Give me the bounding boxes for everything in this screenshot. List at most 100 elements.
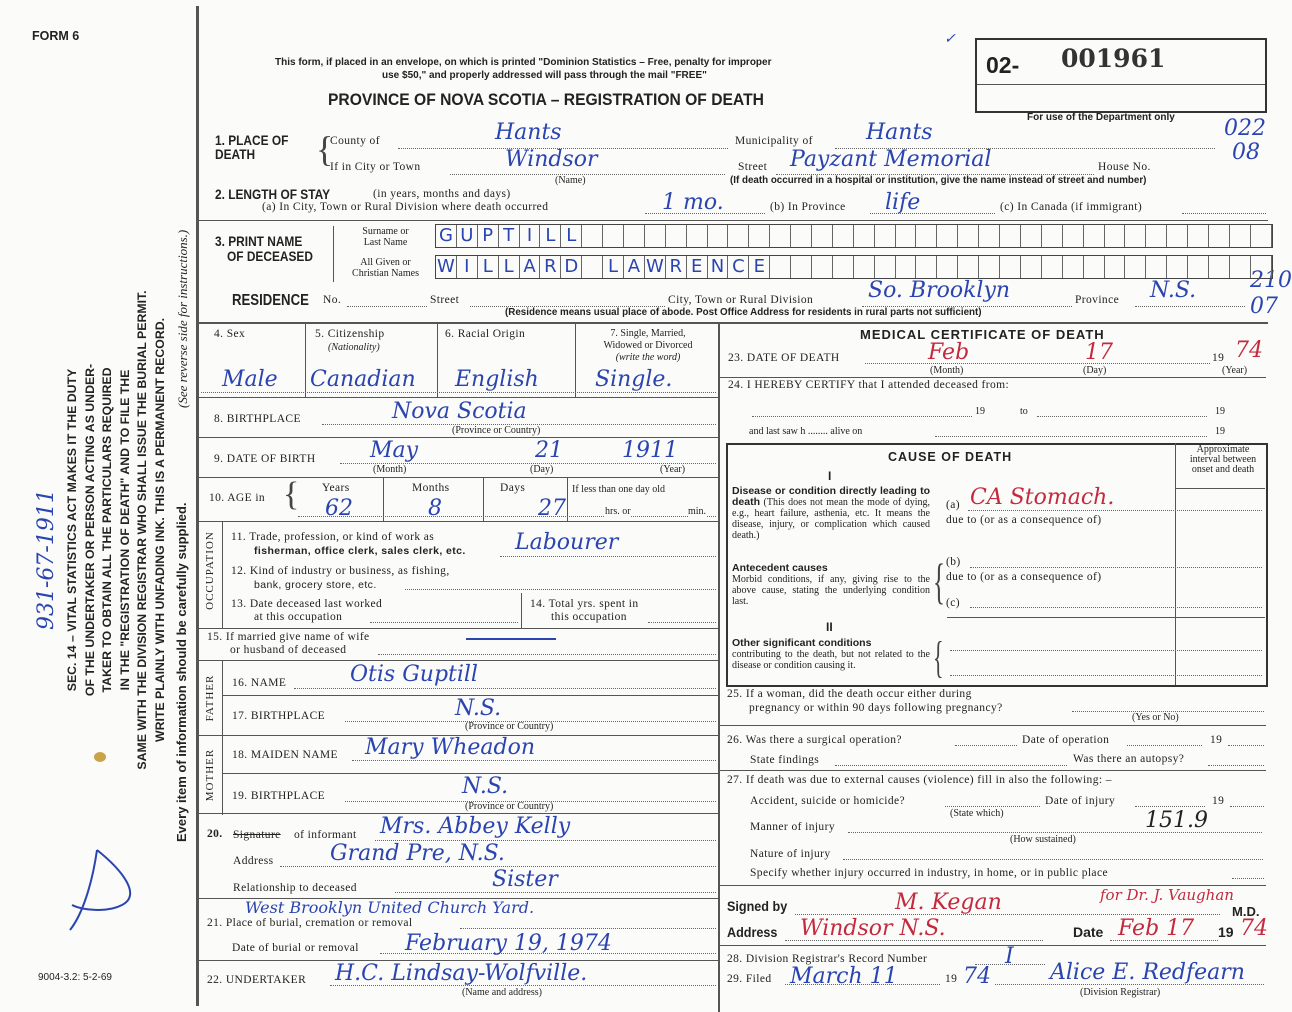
name-letter-cell[interactable] bbox=[958, 256, 980, 278]
name-letter-cell[interactable] bbox=[854, 225, 875, 247]
name-letter-cell[interactable] bbox=[1105, 256, 1126, 278]
name-letter-cell[interactable] bbox=[875, 225, 896, 247]
name-letter-cell[interactable] bbox=[749, 225, 771, 247]
name-letter-cell[interactable]: L bbox=[603, 256, 625, 278]
name-letter-cell[interactable]: G bbox=[436, 225, 457, 247]
name-letter-cell[interactable] bbox=[958, 225, 980, 247]
name-letter-cell[interactable]: R bbox=[540, 256, 562, 278]
name-letter-cell[interactable] bbox=[728, 225, 750, 247]
name-letter-cell[interactable]: W bbox=[436, 256, 457, 278]
name-letter-cell[interactable]: E bbox=[749, 256, 771, 278]
name-letter-cell[interactable] bbox=[812, 256, 833, 278]
name-letter-cell[interactable] bbox=[896, 256, 917, 278]
years-spent-sub: this occupation bbox=[551, 611, 627, 623]
name-letter-cell[interactable] bbox=[1105, 225, 1126, 247]
state-which-note: (State which) bbox=[950, 808, 1004, 819]
name-letter-cell[interactable] bbox=[1209, 256, 1230, 278]
residence-province-value: N.S. bbox=[1150, 278, 1197, 303]
name-letter-cell[interactable] bbox=[833, 225, 854, 247]
sign-date-value: Feb 17 bbox=[1118, 916, 1195, 941]
name-letter-cell[interactable] bbox=[875, 256, 896, 278]
name-letter-cell[interactable]: U bbox=[457, 225, 478, 247]
name-letter-cell[interactable] bbox=[979, 256, 1001, 278]
dob-day: 21 bbox=[535, 438, 563, 463]
name-letter-cell[interactable]: A bbox=[624, 256, 645, 278]
name-letter-cell[interactable] bbox=[1167, 225, 1189, 247]
residence-no-label: No. bbox=[323, 294, 342, 306]
name-letter-cell[interactable] bbox=[1251, 256, 1272, 278]
name-letter-cell[interactable] bbox=[791, 225, 813, 247]
name-letter-cell[interactable] bbox=[791, 256, 813, 278]
name-letter-cell[interactable]: I bbox=[520, 225, 541, 247]
name-letter-cell[interactable] bbox=[833, 256, 854, 278]
marital-value: Single. bbox=[595, 367, 673, 392]
name-letter-cell[interactable]: C bbox=[728, 256, 750, 278]
name-letter-cell[interactable] bbox=[1188, 225, 1209, 247]
name-letter-cell[interactable]: I bbox=[457, 256, 478, 278]
name-letter-cell[interactable] bbox=[645, 225, 666, 247]
mother-name-value: Mary Wheadon bbox=[365, 735, 535, 760]
cause-of-death-title: CAUSE OF DEATH bbox=[888, 450, 1013, 464]
name-letter-cell[interactable] bbox=[1042, 256, 1063, 278]
name-letter-cell[interactable] bbox=[770, 256, 792, 278]
name-letter-cell[interactable] bbox=[896, 225, 917, 247]
name-letter-cell[interactable] bbox=[708, 225, 729, 247]
name-letter-cell[interactable] bbox=[812, 225, 833, 247]
name-letter-cell[interactable] bbox=[916, 256, 938, 278]
name-letter-cell[interactable] bbox=[916, 225, 938, 247]
name-letter-cell[interactable] bbox=[1084, 256, 1105, 278]
name-letter-cell[interactable]: L bbox=[499, 256, 520, 278]
name-letter-cell[interactable] bbox=[1063, 225, 1084, 247]
sex-value: Male bbox=[222, 367, 278, 392]
name-letter-cell[interactable] bbox=[1000, 225, 1021, 247]
name-letter-cell[interactable] bbox=[1230, 256, 1251, 278]
name-letter-cell[interactable]: P bbox=[478, 225, 499, 247]
name-letter-cell[interactable] bbox=[1230, 225, 1251, 247]
stay-province-value: life bbox=[885, 190, 921, 215]
name-letter-cell[interactable]: W bbox=[645, 256, 666, 278]
name-letter-cell[interactable]: L bbox=[540, 225, 562, 247]
name-letter-cell[interactable] bbox=[1167, 256, 1189, 278]
name-letter-cell[interactable] bbox=[1063, 256, 1084, 278]
name-letter-cell[interactable] bbox=[1042, 225, 1063, 247]
name-letter-cell[interactable] bbox=[582, 256, 604, 278]
name-letter-cell[interactable] bbox=[937, 256, 959, 278]
name-letter-cell[interactable] bbox=[854, 256, 875, 278]
name-letter-cell[interactable] bbox=[1021, 256, 1042, 278]
name-letter-cell[interactable]: L bbox=[478, 256, 499, 278]
name-letter-cell[interactable] bbox=[1146, 256, 1168, 278]
death-day: 17 bbox=[1085, 340, 1113, 365]
name-letter-cell[interactable] bbox=[770, 225, 792, 247]
dept-code: 210 bbox=[1250, 268, 1292, 293]
name-letter-cell[interactable]: E bbox=[687, 256, 708, 278]
name-letter-cell[interactable] bbox=[1000, 256, 1021, 278]
name-letter-cell[interactable] bbox=[582, 225, 604, 247]
name-letter-cell[interactable]: R bbox=[666, 256, 687, 278]
name-letter-cell[interactable] bbox=[1125, 225, 1147, 247]
name-letter-cell[interactable] bbox=[1251, 225, 1272, 247]
dob-label: 9. DATE OF BIRTH bbox=[214, 453, 316, 465]
name-letter-cell[interactable] bbox=[1146, 225, 1168, 247]
name-letter-cell[interactable] bbox=[624, 225, 645, 247]
name-letter-cell[interactable] bbox=[1084, 225, 1105, 247]
name-letter-cell[interactable] bbox=[666, 225, 687, 247]
name-letter-cell[interactable]: A bbox=[520, 256, 541, 278]
name-letter-cell[interactable] bbox=[1209, 225, 1230, 247]
name-letter-cell[interactable] bbox=[1125, 256, 1147, 278]
name-letter-cell[interactable] bbox=[1188, 256, 1209, 278]
name-letter-cell[interactable] bbox=[603, 225, 625, 247]
name-letter-cell[interactable] bbox=[979, 225, 1001, 247]
name-letter-cell[interactable]: D bbox=[561, 256, 583, 278]
name-letter-cell[interactable] bbox=[937, 225, 959, 247]
specify-label: Specify whether injury occurred in indus… bbox=[750, 867, 1108, 879]
hrs-label: hrs. or bbox=[605, 506, 631, 517]
name-letter-cell[interactable] bbox=[1021, 225, 1042, 247]
name-letter-cell[interactable]: N bbox=[708, 256, 729, 278]
name-letter-cell[interactable] bbox=[687, 225, 708, 247]
external-causes-label: 27. If death was due to external causes … bbox=[727, 774, 1112, 786]
name-letter-cell[interactable]: L bbox=[561, 225, 583, 247]
name-letter-cell[interactable]: T bbox=[499, 225, 520, 247]
yes-no-note: (Yes or No) bbox=[1132, 712, 1179, 723]
